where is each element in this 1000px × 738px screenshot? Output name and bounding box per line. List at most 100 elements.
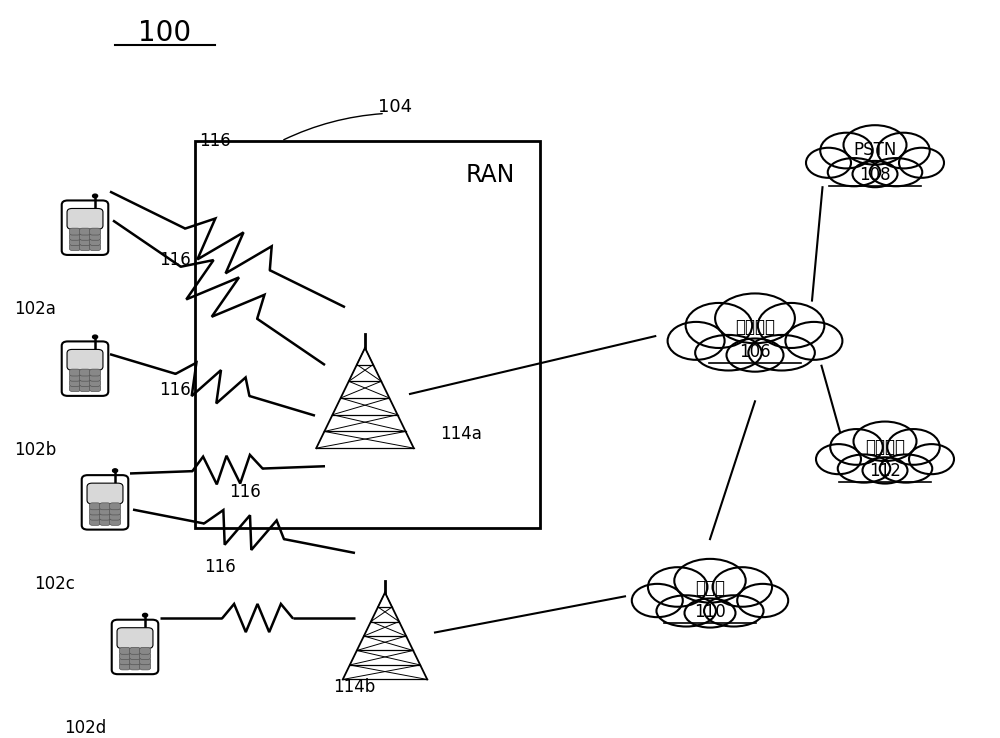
Text: 114b: 114b <box>333 677 375 696</box>
Ellipse shape <box>758 303 824 348</box>
Ellipse shape <box>844 125 906 165</box>
FancyBboxPatch shape <box>129 647 141 655</box>
Circle shape <box>113 469 118 472</box>
Ellipse shape <box>684 599 736 627</box>
FancyBboxPatch shape <box>90 384 101 392</box>
Ellipse shape <box>656 596 716 627</box>
FancyBboxPatch shape <box>90 369 101 376</box>
FancyBboxPatch shape <box>79 379 91 387</box>
Ellipse shape <box>695 335 762 370</box>
Ellipse shape <box>674 559 746 603</box>
FancyBboxPatch shape <box>69 228 80 235</box>
Text: 102b: 102b <box>14 441 56 459</box>
FancyBboxPatch shape <box>89 513 100 520</box>
Ellipse shape <box>726 339 784 372</box>
Text: 核心网络: 核心网络 <box>735 319 775 337</box>
Text: RAN: RAN <box>466 162 515 187</box>
Ellipse shape <box>668 322 725 360</box>
Ellipse shape <box>838 455 890 483</box>
Circle shape <box>143 613 148 617</box>
FancyBboxPatch shape <box>62 342 108 396</box>
Text: 104: 104 <box>378 98 412 116</box>
FancyBboxPatch shape <box>90 374 101 382</box>
Ellipse shape <box>877 133 930 168</box>
Text: 106: 106 <box>739 343 771 361</box>
Text: PSTN: PSTN <box>853 142 897 159</box>
Ellipse shape <box>642 565 778 627</box>
Ellipse shape <box>825 427 945 483</box>
Ellipse shape <box>880 455 932 483</box>
FancyBboxPatch shape <box>129 652 141 660</box>
FancyBboxPatch shape <box>67 208 103 230</box>
Ellipse shape <box>748 335 815 370</box>
FancyBboxPatch shape <box>69 244 80 251</box>
Ellipse shape <box>830 429 883 465</box>
FancyBboxPatch shape <box>90 379 101 387</box>
FancyBboxPatch shape <box>90 238 101 246</box>
FancyBboxPatch shape <box>99 519 111 525</box>
FancyBboxPatch shape <box>99 513 111 520</box>
Text: 108: 108 <box>859 166 891 184</box>
FancyBboxPatch shape <box>119 647 130 655</box>
Text: 100: 100 <box>138 18 192 46</box>
Ellipse shape <box>737 584 788 617</box>
Ellipse shape <box>686 303 752 348</box>
FancyBboxPatch shape <box>99 503 111 510</box>
FancyBboxPatch shape <box>79 374 91 382</box>
FancyBboxPatch shape <box>69 384 80 392</box>
Text: 其他网络: 其他网络 <box>865 438 905 456</box>
Ellipse shape <box>899 148 944 178</box>
FancyBboxPatch shape <box>99 508 111 515</box>
FancyBboxPatch shape <box>140 658 151 665</box>
FancyBboxPatch shape <box>140 663 151 670</box>
FancyBboxPatch shape <box>67 349 103 370</box>
Text: 116: 116 <box>204 559 236 576</box>
FancyBboxPatch shape <box>89 503 100 510</box>
Text: 110: 110 <box>694 603 726 621</box>
FancyBboxPatch shape <box>119 652 130 660</box>
FancyBboxPatch shape <box>79 228 91 235</box>
FancyBboxPatch shape <box>90 244 101 251</box>
Ellipse shape <box>679 300 831 372</box>
FancyBboxPatch shape <box>69 369 80 376</box>
FancyBboxPatch shape <box>129 663 141 670</box>
Ellipse shape <box>715 294 795 343</box>
Ellipse shape <box>648 568 707 607</box>
Text: 114a: 114a <box>440 424 482 443</box>
FancyBboxPatch shape <box>79 233 91 241</box>
FancyBboxPatch shape <box>69 233 80 241</box>
FancyBboxPatch shape <box>140 647 151 655</box>
FancyBboxPatch shape <box>119 658 130 665</box>
Ellipse shape <box>806 148 851 178</box>
Ellipse shape <box>820 133 873 168</box>
Ellipse shape <box>815 131 935 187</box>
Ellipse shape <box>816 444 861 475</box>
FancyBboxPatch shape <box>112 620 158 675</box>
FancyBboxPatch shape <box>87 483 123 504</box>
Ellipse shape <box>828 158 880 186</box>
Text: 112: 112 <box>869 462 901 480</box>
FancyBboxPatch shape <box>79 384 91 392</box>
FancyBboxPatch shape <box>110 503 121 510</box>
FancyBboxPatch shape <box>90 228 101 235</box>
Ellipse shape <box>862 458 908 483</box>
FancyBboxPatch shape <box>117 628 153 649</box>
FancyBboxPatch shape <box>119 663 130 670</box>
FancyBboxPatch shape <box>79 238 91 246</box>
FancyBboxPatch shape <box>110 519 121 525</box>
FancyBboxPatch shape <box>79 244 91 251</box>
Bar <box>195 141 540 528</box>
Ellipse shape <box>704 596 764 627</box>
Text: 116: 116 <box>159 251 191 269</box>
Ellipse shape <box>852 161 898 187</box>
Ellipse shape <box>854 421 916 461</box>
FancyBboxPatch shape <box>69 238 80 246</box>
FancyBboxPatch shape <box>90 233 101 241</box>
FancyBboxPatch shape <box>110 508 121 515</box>
Ellipse shape <box>909 444 954 475</box>
Circle shape <box>93 335 98 339</box>
Text: 116: 116 <box>199 132 231 150</box>
FancyBboxPatch shape <box>69 374 80 382</box>
FancyBboxPatch shape <box>129 658 141 665</box>
FancyBboxPatch shape <box>110 513 121 520</box>
